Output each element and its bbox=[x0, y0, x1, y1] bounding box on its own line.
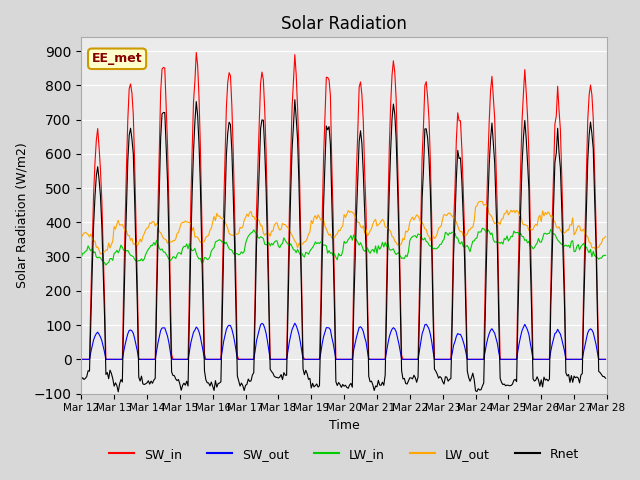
LW_in bbox=[349, 237, 356, 243]
Line: Rnet: Rnet bbox=[81, 100, 605, 392]
SW_out bbox=[95, 332, 103, 337]
SW_in bbox=[349, 357, 356, 362]
SW_in bbox=[531, 357, 538, 362]
Rnet bbox=[454, 147, 461, 153]
SW_in bbox=[599, 357, 607, 362]
LW_out bbox=[97, 251, 104, 257]
Y-axis label: Solar Radiation (W/m2): Solar Radiation (W/m2) bbox=[15, 143, 28, 288]
Rnet bbox=[111, 380, 119, 386]
Legend: SW_in, SW_out, LW_in, LW_out, Rnet: SW_in, SW_out, LW_in, LW_out, Rnet bbox=[104, 443, 584, 466]
LW_in bbox=[95, 254, 103, 260]
Rnet bbox=[602, 375, 609, 381]
Rnet bbox=[95, 177, 103, 182]
LW_out bbox=[476, 199, 483, 204]
Line: LW_out: LW_out bbox=[81, 202, 605, 254]
LW_out bbox=[600, 235, 608, 241]
X-axis label: Time: Time bbox=[329, 419, 360, 432]
SW_out bbox=[291, 320, 299, 326]
Rnet bbox=[291, 97, 299, 103]
SW_out bbox=[602, 357, 609, 362]
SW_out bbox=[599, 357, 607, 362]
LW_out bbox=[95, 247, 103, 253]
Line: SW_out: SW_out bbox=[81, 323, 605, 360]
SW_out bbox=[349, 357, 356, 362]
SW_in bbox=[602, 357, 609, 362]
Rnet bbox=[600, 374, 608, 380]
LW_in bbox=[452, 235, 460, 240]
LW_out bbox=[452, 219, 460, 225]
SW_in bbox=[193, 49, 200, 55]
SW_out bbox=[452, 334, 460, 339]
LW_out bbox=[349, 209, 356, 215]
LW_out bbox=[113, 221, 121, 227]
LW_in bbox=[77, 255, 85, 261]
LW_in bbox=[602, 252, 609, 258]
SW_out bbox=[77, 357, 85, 362]
LW_in bbox=[532, 242, 540, 248]
LW_in bbox=[479, 226, 486, 231]
Line: SW_in: SW_in bbox=[81, 52, 605, 360]
SW_in bbox=[452, 137, 460, 143]
SW_in bbox=[95, 144, 103, 150]
Rnet bbox=[350, 307, 358, 312]
Text: EE_met: EE_met bbox=[92, 52, 143, 65]
LW_in bbox=[102, 262, 109, 268]
LW_out bbox=[77, 235, 85, 240]
SW_in bbox=[111, 357, 119, 362]
Line: LW_in: LW_in bbox=[81, 228, 605, 265]
SW_out bbox=[531, 357, 538, 362]
SW_in bbox=[77, 357, 85, 362]
Rnet bbox=[532, 377, 540, 383]
Title: Solar Radiation: Solar Radiation bbox=[281, 15, 407, 33]
LW_out bbox=[532, 221, 540, 227]
Rnet bbox=[115, 389, 122, 395]
LW_in bbox=[113, 247, 121, 253]
LW_out bbox=[602, 234, 609, 240]
Rnet bbox=[77, 377, 85, 383]
LW_in bbox=[600, 252, 608, 258]
SW_out bbox=[111, 357, 119, 362]
